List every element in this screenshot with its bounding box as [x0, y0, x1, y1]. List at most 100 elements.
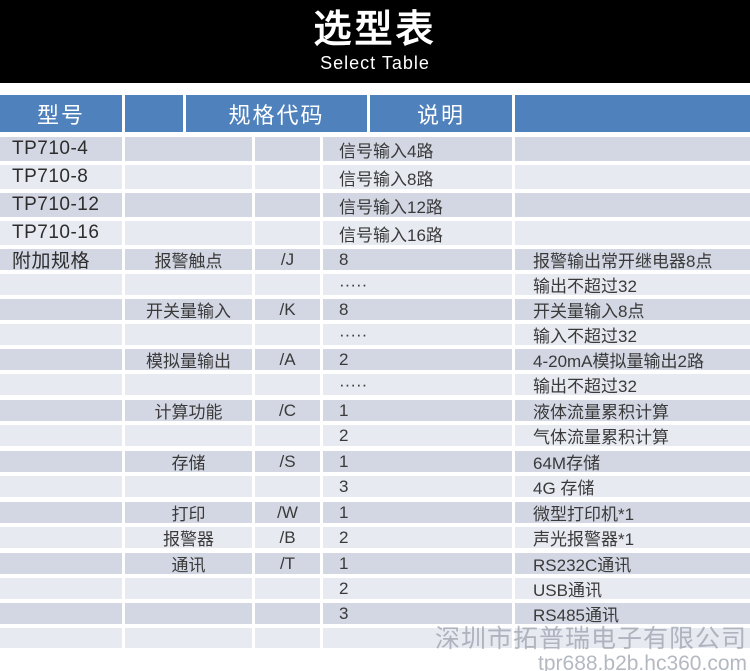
cell-option-name	[125, 324, 255, 345]
cell-value: 3	[323, 603, 515, 624]
cell-spec-code	[255, 628, 323, 648]
cell-option-name: 报警触点	[125, 249, 255, 271]
cell-spec-code: /C	[255, 400, 323, 421]
cell-option-name	[125, 221, 255, 245]
cell-description: 报警输出常开继电器8点	[515, 249, 750, 271]
cell-description: 64M存储	[515, 451, 750, 473]
header-blank-1	[125, 95, 186, 132]
header-description: 说明	[370, 95, 515, 132]
table-row: 2 USB通讯	[0, 578, 750, 600]
cell-spec-code: /K	[255, 299, 323, 320]
cell-option-name	[125, 274, 255, 295]
cell-description	[515, 137, 750, 161]
select-table: 型号 规格代码 说明 TP710-4 信号输入4路 TP710-8 信号输入8路 TP7…	[0, 95, 750, 648]
cell-spec-code	[255, 476, 323, 497]
cell-value: 1	[323, 502, 515, 523]
table-row: 3 4G 存储	[0, 476, 750, 498]
cell-spec-code: /B	[255, 527, 323, 548]
cell-spec-code: /T	[255, 553, 323, 574]
cell-value: 2	[323, 527, 515, 548]
cell-option-name	[125, 603, 255, 624]
cell-spec-code	[255, 274, 323, 295]
cell-model	[0, 374, 125, 395]
cell-option-name	[125, 425, 255, 446]
cell-spec-code: /A	[255, 349, 323, 370]
table-row: 开关量输入/K 8 开关量输入8点	[0, 299, 750, 321]
cell-value: 2	[323, 425, 515, 446]
cell-option-name	[125, 628, 255, 648]
cell-value: ·····	[323, 374, 515, 395]
table-row: ····· 输出不超过32	[0, 274, 750, 296]
table-row: ····· 输出不超过32	[0, 374, 750, 396]
table-row: 计算功能/C 1 液体流量累积计算	[0, 400, 750, 422]
cell-value: 3	[323, 476, 515, 497]
cell-spec-code	[255, 324, 323, 345]
cell-description: 4-20mA模拟量输出2路	[515, 349, 750, 371]
table-row: 存储/S 1 64M存储	[0, 451, 750, 473]
cell-option-name: 打印	[125, 502, 255, 524]
cell-option-name	[125, 578, 255, 599]
table-row: TP710-4 信号输入4路	[0, 137, 750, 161]
cell-description	[515, 221, 750, 245]
cell-option-name	[125, 165, 255, 189]
cell-option-name	[125, 374, 255, 395]
cell-spec-code	[255, 165, 323, 189]
cell-model: TP710-16	[0, 221, 125, 245]
cell-value	[323, 628, 515, 648]
table-row	[0, 628, 750, 648]
cell-description: 微型打印机*1	[515, 502, 750, 524]
table-row: TP710-8 信号输入8路	[0, 165, 750, 189]
table-row: 附加规格 报警触点/J 8 报警输出常开继电器8点	[0, 249, 750, 272]
cell-value: 8	[323, 249, 515, 270]
cell-value: 2	[323, 349, 515, 370]
table-row: 通讯/T 1 RS232C通讯	[0, 553, 750, 575]
cell-value: 信号输入4路	[323, 137, 515, 161]
cell-value: 信号输入12路	[323, 193, 515, 217]
watermark-site: tpr688.b2b.hc360.com	[538, 651, 747, 671]
cell-model: 附加规格	[0, 249, 125, 272]
cell-spec-code: /J	[255, 249, 323, 270]
cell-option-name: 报警器	[125, 527, 255, 549]
table-row: 报警器/B 2 声光报警器*1	[0, 527, 750, 549]
cell-description: 输入不超过32	[515, 324, 750, 346]
table-row: 3 RS485通讯	[0, 603, 750, 625]
cell-option-name: 计算功能	[125, 400, 255, 422]
cell-spec-code	[255, 137, 323, 161]
cell-model	[0, 578, 125, 599]
cell-model	[0, 553, 125, 574]
cell-model	[0, 476, 125, 497]
cell-value: 8	[323, 299, 515, 320]
cell-model: TP710-12	[0, 193, 125, 217]
cell-model	[0, 451, 125, 472]
table-row: TP710-12 信号输入12路	[0, 193, 750, 217]
cell-value: 信号输入16路	[323, 221, 515, 245]
cell-description: 输出不超过32	[515, 274, 750, 296]
table-header-row: 型号 规格代码 说明	[0, 95, 750, 132]
page-subtitle: Select Table	[320, 52, 430, 73]
cell-spec-code: /W	[255, 502, 323, 523]
cell-value: 1	[323, 451, 515, 472]
page-title: 选型表	[313, 9, 437, 51]
table-body: TP710-4 信号输入4路 TP710-8 信号输入8路 TP710-12 信号输入12…	[0, 137, 750, 648]
cell-description: RS485通讯	[515, 603, 750, 625]
table-row: ····· 输入不超过32	[0, 324, 750, 346]
cell-model	[0, 628, 125, 648]
cell-model	[0, 299, 125, 320]
header-spec-code: 规格代码	[186, 95, 370, 132]
cell-option-name	[125, 193, 255, 217]
header-blank-2	[515, 95, 750, 132]
cell-value: ·····	[323, 324, 515, 345]
cell-model	[0, 425, 125, 446]
cell-model	[0, 527, 125, 548]
cell-model	[0, 324, 125, 345]
cell-value: 1	[323, 553, 515, 574]
cell-model: TP710-4	[0, 137, 125, 161]
title-banner: 选型表 Select Table	[0, 0, 750, 83]
cell-option-name: 通讯	[125, 553, 255, 575]
cell-description: 液体流量累积计算	[515, 400, 750, 422]
cell-model	[0, 502, 125, 523]
cell-model	[0, 274, 125, 295]
cell-description: 输出不超过32	[515, 374, 750, 396]
cell-description	[515, 193, 750, 217]
